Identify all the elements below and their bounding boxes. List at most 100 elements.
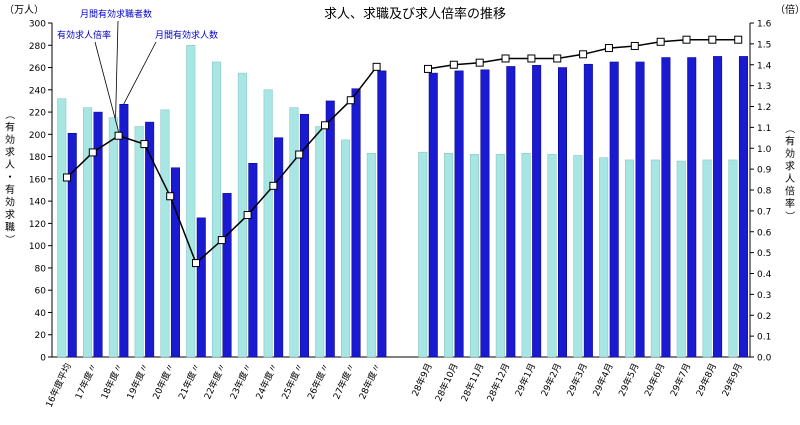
bar-job-seekers [418, 151, 428, 358]
bar-job-seekers [547, 154, 557, 358]
y-axis-label-right-char: 率 [785, 197, 795, 210]
bar-job-seekers [289, 107, 299, 358]
x-tick-label: 19年度〃 [124, 361, 151, 401]
x-tick-label: 16年度平均 [43, 361, 74, 409]
left-tick-label: 280 [29, 42, 46, 52]
ratio-point [553, 54, 562, 63]
bar-job-seekers [263, 89, 273, 358]
right-tick-label: 1.5 [757, 40, 771, 50]
bar-job-offers [635, 61, 645, 358]
right-tick-label: 1.0 [757, 145, 772, 155]
left-axis-unit: （万人） [4, 4, 44, 16]
annotation-label: 月間有効求職者数 [80, 8, 152, 20]
left-tick-label: 160 [29, 175, 46, 185]
right-tick-label: 0.1 [757, 333, 771, 343]
left-tick-label: 240 [29, 86, 46, 96]
y-axis-label-right-char: 効 [785, 147, 795, 160]
ratio-point [243, 211, 252, 220]
right-tick-label: 0.6 [757, 228, 772, 238]
x-tick-label: 29年1月 [512, 361, 538, 398]
y-axis-label-left-char: 効 [5, 196, 15, 209]
x-tick-label: 21年度〃 [176, 361, 203, 401]
bar-job-offers [351, 88, 361, 358]
ratio-point [88, 148, 97, 157]
ratio-point [630, 41, 639, 50]
y-axis-label-left-char: 効 [5, 133, 15, 146]
left-tick-label: 0 [40, 354, 46, 364]
y-axis-label-left-char: 有 [5, 121, 15, 134]
y-axis-label-left: （有効求人・有効求職） [4, 110, 16, 245]
bar-job-offers [93, 111, 103, 358]
bar-job-offers [325, 100, 335, 358]
x-tick-label: 29年7月 [667, 361, 693, 398]
bar-job-seekers [341, 139, 351, 358]
bar-job-seekers [728, 159, 738, 358]
right-tick-label: 1.4 [757, 61, 772, 71]
ratio-point [501, 54, 510, 63]
ratio-point [114, 131, 123, 140]
right-tick-label: 1.2 [757, 103, 771, 113]
bar-job-offers [299, 114, 309, 358]
y-axis-label-right-char: 人 [785, 173, 795, 185]
bar-job-offers [67, 132, 77, 358]
bar-job-seekers [160, 109, 170, 358]
x-tick-label: 17年度〃 [72, 361, 99, 401]
right-tick-label: 0.8 [757, 187, 772, 197]
right-tick-label: 1.6 [757, 20, 772, 30]
ratio-point [346, 96, 355, 105]
ratio-point [604, 44, 613, 53]
x-tick-label: 23年度〃 [227, 361, 254, 401]
x-tick-label: 26年度〃 [305, 361, 332, 401]
ratio-point [424, 64, 432, 73]
bar-job-seekers [469, 154, 479, 358]
ratio-point [475, 58, 484, 67]
x-tick-label: 24年度〃 [253, 361, 280, 401]
ratio-point [449, 60, 458, 69]
x-tick-label: 28年12月 [484, 361, 512, 403]
x-tick-label: 29年3月 [564, 361, 590, 398]
x-tick-label: 28年度〃 [356, 361, 383, 401]
y-axis-label-left-char: 求 [5, 209, 15, 221]
left-tick-label: 60 [35, 287, 47, 297]
x-tick-label: 29年8月 [693, 361, 719, 398]
right-tick-label: 0.2 [757, 312, 771, 322]
bar-job-seekers [108, 117, 118, 358]
bar-job-seekers [83, 107, 93, 358]
bar-job-offers [609, 61, 619, 358]
bar-job-seekers [676, 160, 686, 358]
right-tick-label: 0.4 [757, 270, 772, 280]
y-axis-label-right-char: ） [784, 211, 796, 221]
ratio-point [217, 236, 226, 245]
left-tick-label: 120 [29, 220, 46, 230]
bar-job-offers [222, 193, 232, 358]
right-axis-unit: （倍） [775, 3, 800, 16]
bar-job-offers [170, 167, 180, 358]
y-axis-label-left-char: ） [4, 235, 16, 245]
bar-job-seekers [573, 155, 583, 358]
y-axis-label-right-char: 求 [785, 161, 795, 173]
bar-job-seekers [444, 153, 454, 358]
left-tick-label: 20 [35, 331, 47, 341]
x-tick-label: 25年度〃 [279, 361, 306, 401]
right-tick-label: 0.7 [757, 207, 771, 217]
y-axis-label-left-char: 人 [5, 159, 15, 171]
x-tick-label: 18年度〃 [98, 361, 125, 401]
x-tick-label: 22年度〃 [201, 361, 228, 401]
x-tick-label: 29年2月 [538, 361, 564, 398]
bar-job-seekers [186, 45, 196, 358]
x-tick-label: 28年11月 [458, 361, 486, 403]
bar-job-seekers [702, 159, 712, 358]
y-axis-label-left-char: 職 [5, 222, 15, 234]
bar-job-seekers [599, 157, 609, 358]
x-tick-label: 27年度〃 [330, 361, 357, 401]
bar-job-offers [454, 70, 464, 358]
bar-job-seekers [57, 98, 67, 358]
x-tick-label: 29年4月 [590, 361, 616, 398]
right-tick-label: 0.3 [757, 291, 771, 301]
annotation-leader-line [115, 20, 119, 118]
ratio-point [579, 50, 588, 59]
y-axis-label-left-char: ・ [5, 173, 15, 184]
y-axis-label-left-char: 有 [5, 183, 15, 196]
